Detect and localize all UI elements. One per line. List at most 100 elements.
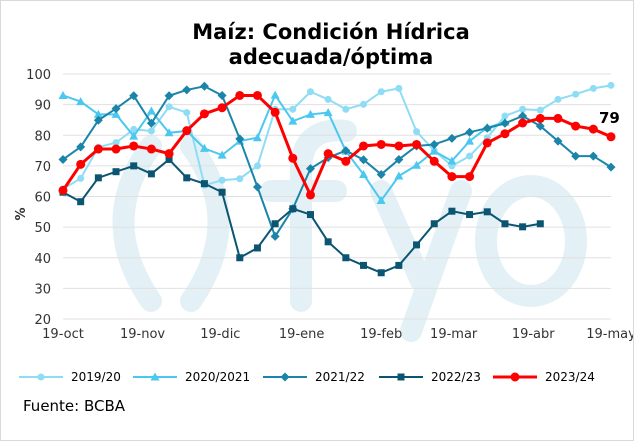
data-point	[58, 90, 68, 99]
data-point	[429, 139, 439, 149]
data-point	[253, 162, 261, 170]
chart-title-line-1: Maíz: Condición Hídrica	[192, 20, 470, 44]
data-point	[501, 112, 509, 120]
data-point	[536, 106, 544, 114]
x-tick-label: 19-oct	[42, 327, 84, 342]
data-point	[305, 164, 315, 174]
series-line	[62, 158, 541, 274]
data-point	[359, 141, 369, 151]
data-point	[359, 155, 369, 165]
data-point	[94, 174, 102, 182]
data-point	[500, 129, 510, 139]
data-point	[465, 127, 475, 137]
data-point	[306, 88, 314, 96]
data-point	[429, 156, 439, 166]
data-point	[289, 105, 297, 113]
data-point	[324, 95, 332, 103]
data-point	[606, 132, 616, 142]
data-point	[588, 124, 598, 134]
data-point	[164, 128, 174, 137]
series-2021-22	[58, 81, 616, 241]
data-point	[360, 261, 368, 269]
data-point	[377, 269, 385, 277]
x-tick-label: 19-mar	[430, 327, 478, 342]
legend-marker	[37, 373, 45, 381]
data-point	[430, 220, 438, 228]
y-axis-label: %	[14, 207, 29, 220]
data-point	[535, 121, 545, 131]
data-point	[394, 154, 404, 164]
x-tick-label: 19-abr	[512, 327, 555, 342]
legend-label: 2022/23	[431, 370, 481, 384]
data-point	[341, 156, 351, 166]
legend-label: 2021/22	[315, 370, 365, 384]
data-point	[342, 105, 350, 113]
data-point	[501, 220, 509, 228]
data-point	[58, 185, 68, 195]
data-point	[129, 131, 139, 140]
data-point	[305, 109, 315, 118]
data-point	[183, 109, 191, 117]
x-tick-label: 19-dic	[200, 327, 240, 342]
data-point	[271, 220, 279, 228]
data-point	[589, 84, 597, 92]
data-point	[270, 90, 280, 99]
data-point	[447, 133, 457, 143]
data-point	[77, 174, 85, 182]
data-point	[252, 90, 262, 100]
data-point	[129, 91, 139, 101]
legend-label: 2019/20	[71, 370, 121, 384]
data-point	[342, 254, 350, 262]
data-point	[147, 170, 155, 178]
data-point	[606, 162, 616, 172]
data-point	[164, 91, 174, 101]
data-point	[359, 169, 369, 178]
legend-marker	[397, 373, 405, 381]
y-tick-label: 50	[34, 221, 51, 236]
data-point	[236, 254, 244, 262]
data-point	[270, 231, 280, 241]
data-point	[588, 151, 598, 161]
data-point	[553, 113, 563, 123]
data-point	[93, 109, 103, 118]
data-point	[200, 180, 208, 188]
data-point	[218, 176, 226, 184]
y-tick-label: 90	[34, 99, 51, 114]
data-point	[111, 109, 121, 118]
data-point	[571, 121, 581, 131]
data-point	[519, 223, 527, 231]
data-point	[518, 111, 528, 121]
data-point	[377, 88, 385, 96]
data-point	[289, 205, 297, 213]
data-point	[306, 211, 314, 219]
data-point	[165, 103, 173, 111]
data-point	[182, 85, 192, 95]
x-tick-label: 19-ene	[279, 327, 324, 342]
data-point	[376, 195, 386, 204]
data-point	[217, 90, 227, 100]
y-tick-label: 30	[34, 282, 51, 297]
data-point	[112, 168, 120, 176]
data-point	[554, 95, 562, 103]
legend-marker	[510, 372, 520, 382]
data-point	[448, 207, 456, 215]
legend-marker	[150, 372, 160, 381]
x-tick-label: 19-may	[586, 327, 634, 342]
data-point	[519, 105, 527, 113]
chart-title-line-2: adecuada/óptima	[229, 45, 434, 69]
data-point	[341, 146, 351, 156]
x-tick-label: 19-feb	[360, 327, 402, 342]
data-point	[482, 138, 492, 148]
data-point	[465, 172, 475, 182]
series-2022-23	[59, 155, 544, 277]
y-tick-label: 80	[34, 129, 51, 144]
data-point	[500, 118, 510, 128]
data-point	[252, 133, 262, 142]
data-point	[218, 188, 226, 196]
data-point	[376, 139, 386, 149]
legend-marker	[280, 372, 290, 382]
data-point	[217, 103, 227, 113]
data-point	[146, 118, 156, 128]
data-point	[466, 211, 474, 219]
